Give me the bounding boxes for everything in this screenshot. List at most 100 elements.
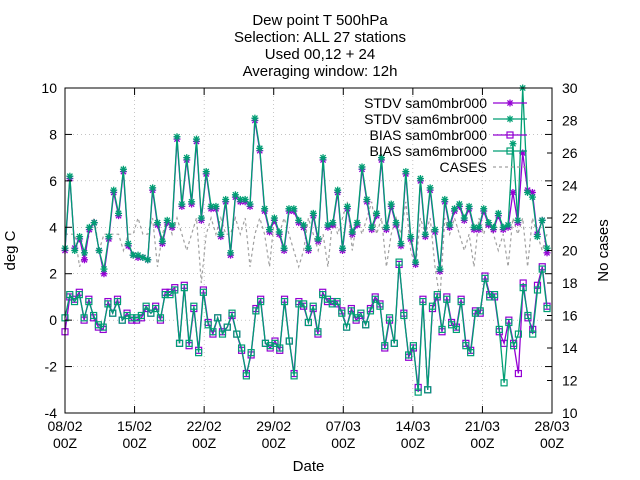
data-point	[392, 219, 400, 227]
y2-axis-ticks: 10 12 14 16 18 20 22 24 26 28 30	[547, 80, 578, 421]
y2-tick-label: 12	[562, 373, 578, 389]
data-point	[290, 372, 298, 380]
data-point	[481, 274, 489, 282]
data-point	[202, 168, 210, 176]
data-point	[323, 295, 332, 303]
x-tick-label: 15/02	[117, 418, 152, 434]
legend-label: CASES	[440, 159, 487, 175]
data-point	[528, 193, 536, 201]
data-point	[168, 221, 176, 229]
data-point	[217, 230, 225, 238]
data-point	[446, 221, 454, 229]
title-line: Used 00,12 + 24	[265, 46, 376, 63]
data-point	[119, 165, 127, 173]
series-line	[64, 87, 548, 270]
data-point	[85, 223, 93, 231]
data-point	[104, 300, 112, 308]
data-point	[509, 140, 517, 148]
data-point	[426, 184, 434, 192]
data-point	[90, 311, 98, 320]
data-point	[152, 304, 160, 313]
data-point	[261, 205, 269, 213]
data-point	[377, 154, 385, 162]
legend-marker	[506, 115, 514, 123]
data-point	[300, 300, 308, 308]
x-tick-label: 00Z	[401, 435, 426, 451]
data-point	[412, 258, 420, 266]
data-point	[233, 330, 241, 338]
data-point	[368, 223, 376, 231]
data-point	[395, 258, 403, 266]
data-point	[514, 216, 522, 224]
x-tick-label: 29/02	[256, 418, 291, 434]
data-point	[204, 321, 212, 329]
data-point	[533, 286, 542, 294]
y-tick-label: 4	[49, 219, 57, 235]
data-point	[462, 342, 470, 350]
data-point	[178, 200, 186, 208]
data-point	[161, 291, 169, 299]
data-point	[342, 323, 351, 331]
data-point	[110, 186, 118, 194]
data-point	[381, 342, 389, 350]
x-tick-label: 07/03	[326, 418, 361, 434]
data-point	[247, 349, 255, 357]
series-line	[65, 201, 548, 300]
x-tick-label: 14/03	[395, 418, 430, 434]
legend-label: STDV sam0mbr000	[364, 95, 487, 111]
data-point	[538, 265, 546, 273]
data-point	[348, 228, 356, 236]
data-point	[400, 311, 408, 320]
data-point	[212, 202, 220, 210]
data-point	[80, 314, 88, 322]
y-tick-label: 0	[49, 312, 57, 328]
x-tick-label: 00Z	[192, 435, 217, 451]
data-point	[476, 307, 484, 315]
data-point	[416, 175, 424, 183]
data-point	[95, 247, 103, 254]
data-point	[485, 219, 493, 227]
data-point	[366, 307, 375, 315]
data-point	[373, 209, 381, 217]
data-point	[339, 244, 347, 252]
data-point	[144, 256, 152, 264]
data-point	[362, 321, 370, 329]
y-axis-label: deg C	[2, 230, 19, 270]
series-line	[64, 262, 548, 393]
data-point	[158, 237, 166, 245]
data-point	[270, 214, 278, 222]
data-point	[256, 144, 264, 152]
data-point	[431, 226, 439, 234]
data-point	[223, 323, 231, 331]
data-point	[149, 184, 157, 192]
legend-item: STDV sam0mbr000	[364, 95, 527, 111]
legend-marker	[506, 147, 514, 155]
series-cases	[65, 201, 548, 300]
data-point	[334, 186, 342, 194]
data-point	[510, 342, 518, 350]
data-point	[309, 209, 317, 217]
data-point	[163, 216, 171, 224]
y2-tick-label: 14	[562, 340, 578, 356]
data-point	[227, 249, 235, 257]
data-point	[538, 216, 546, 224]
data-point	[180, 284, 188, 292]
data-point	[441, 195, 449, 203]
y2-tick-label: 18	[562, 275, 578, 291]
data-point	[387, 200, 395, 208]
data-point	[494, 209, 502, 217]
data-point	[319, 291, 327, 299]
legend-label: BIAS sam6mbr000	[370, 143, 488, 159]
title-line: Averaging window: 12h	[243, 63, 398, 80]
y2-tick-label: 20	[562, 243, 578, 259]
y2-tick-label: 24	[562, 178, 578, 194]
data-point	[76, 233, 84, 241]
data-point	[192, 135, 200, 143]
x-tick-label: 00Z	[262, 435, 287, 451]
data-point	[275, 228, 283, 236]
data-point	[113, 297, 122, 306]
y-axis-ticks: -4 -2 0 2 4 6 8 10	[41, 80, 552, 421]
data-point	[343, 202, 351, 210]
data-point	[504, 221, 512, 229]
y2-tick-label: 28	[562, 113, 578, 129]
